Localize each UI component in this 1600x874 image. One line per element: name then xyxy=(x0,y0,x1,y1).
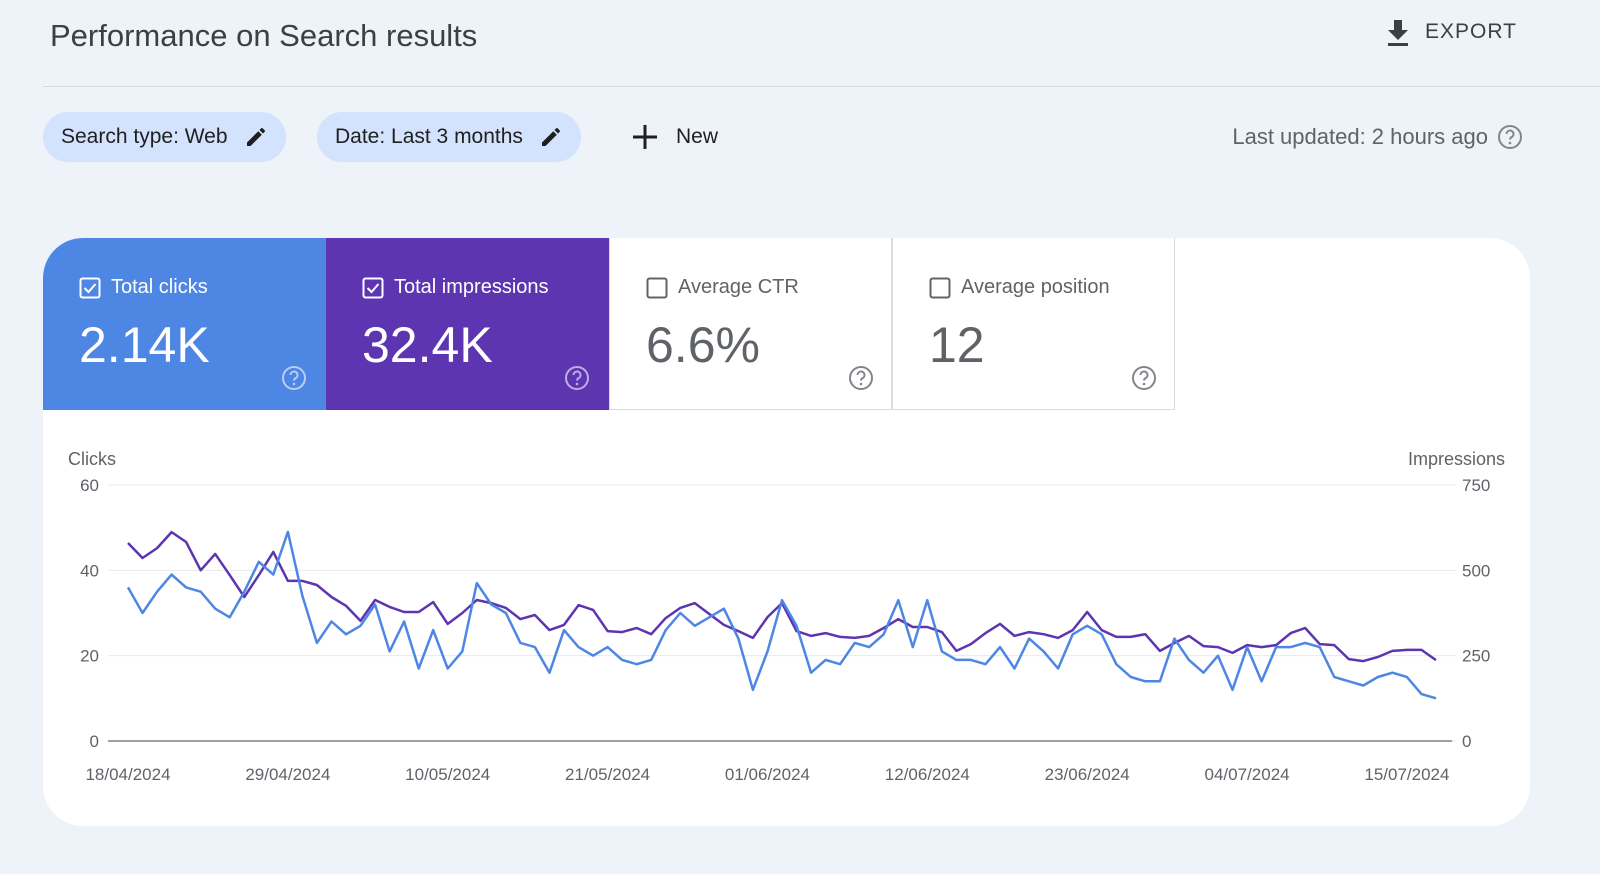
metric-header: Total impressions xyxy=(362,276,549,299)
checkbox[interactable] xyxy=(646,277,668,299)
metric-label: Average CTR xyxy=(678,276,799,298)
help-icon[interactable] xyxy=(1130,364,1158,392)
help-icon[interactable] xyxy=(280,364,308,392)
metric-tile[interactable]: Average position 12 xyxy=(892,238,1175,410)
checkbox[interactable] xyxy=(79,277,101,299)
x-tick-label: 15/07/2024 xyxy=(1364,765,1449,784)
y-axis-title: Clicks xyxy=(68,449,116,469)
filter-chip[interactable]: Search type: Web xyxy=(43,112,286,162)
plus-icon xyxy=(633,125,657,149)
x-tick-label: 10/05/2024 xyxy=(405,765,490,784)
y-tick-label: 0 xyxy=(90,732,99,751)
data-line xyxy=(127,530,1437,663)
y2-axis-title: Impressions xyxy=(1408,449,1505,469)
metric-tile[interactable]: Total impressions 32.4K xyxy=(326,238,609,410)
new-filter-button[interactable]: New xyxy=(632,112,718,162)
metric-label: Total impressions xyxy=(394,276,549,298)
metric-value: 12 xyxy=(929,317,985,373)
checkbox[interactable] xyxy=(362,277,384,299)
x-tick-label: 29/04/2024 xyxy=(245,765,330,784)
metric-value: 6.6% xyxy=(646,317,760,373)
help-icon[interactable] xyxy=(847,364,875,392)
y-tick-label: 40 xyxy=(80,561,99,580)
new-label: New xyxy=(676,125,719,148)
y2-tick-label: 0 xyxy=(1462,732,1471,751)
metric-label: Average position xyxy=(961,276,1110,298)
metric-value: 32.4K xyxy=(362,317,493,373)
y-tick-label: 60 xyxy=(80,476,99,495)
edit-icon xyxy=(246,128,265,146)
x-tick-label: 04/07/2024 xyxy=(1205,765,1290,784)
data-line xyxy=(126,530,1437,700)
metric-header: Total clicks xyxy=(79,276,208,299)
metric-tile[interactable]: Average CTR 6.6% xyxy=(609,238,892,410)
metric-tile[interactable]: Total clicks 2.14K xyxy=(43,238,326,410)
metric-value: 2.14K xyxy=(79,317,210,373)
export-button[interactable]: EXPORT xyxy=(1385,18,1517,46)
y2-tick-label: 250 xyxy=(1462,647,1490,666)
last-updated-text: Last updated: 2 hours ago xyxy=(1232,124,1488,149)
x-tick-label: 23/06/2024 xyxy=(1045,765,1130,784)
download-icon xyxy=(1388,20,1408,46)
y-tick-label: 20 xyxy=(80,647,99,666)
x-tick-label: 21/05/2024 xyxy=(565,765,650,784)
edit-icon xyxy=(541,128,560,146)
export-label: EXPORT xyxy=(1425,20,1517,43)
divider xyxy=(43,86,1600,87)
metric-header: Average position xyxy=(929,276,1110,299)
x-tick-label: 12/06/2024 xyxy=(885,765,970,784)
x-tick-label: 01/06/2024 xyxy=(725,765,810,784)
help-icon[interactable] xyxy=(563,364,591,392)
metric-header: Average CTR xyxy=(646,276,799,299)
page-title: Performance on Search results xyxy=(50,18,478,53)
help-icon[interactable] xyxy=(1496,123,1524,151)
metric-label: Total clicks xyxy=(111,276,208,298)
last-updated: Last updated: 2 hours ago xyxy=(1232,112,1524,162)
filter-chip-label: Search type: Web xyxy=(61,125,228,148)
y2-tick-label: 750 xyxy=(1462,476,1490,495)
filter-chip[interactable]: Date: Last 3 months xyxy=(317,112,581,162)
performance-card: Total clicks 2.14K Total impressions 32.4K A… xyxy=(43,238,1530,826)
x-tick-label: 18/04/2024 xyxy=(85,765,170,784)
y2-tick-label: 500 xyxy=(1462,561,1490,580)
filter-chip-label: Date: Last 3 months xyxy=(335,125,523,148)
checkbox[interactable] xyxy=(929,277,951,299)
